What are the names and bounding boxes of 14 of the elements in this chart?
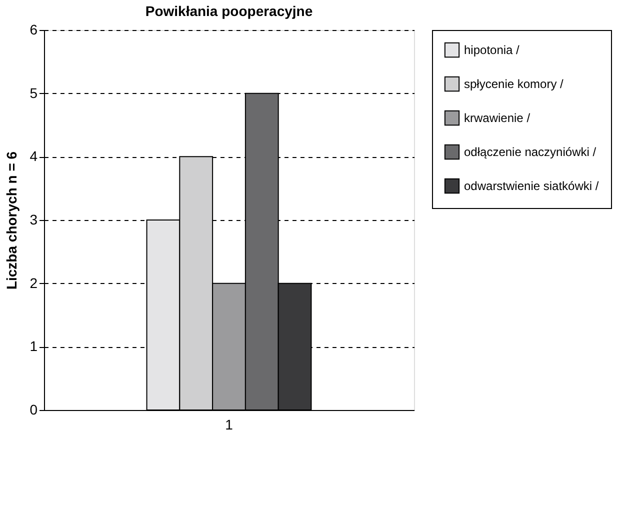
legend-label: krwawienie / (464, 111, 531, 125)
chart-title: Powikłania pooperacyjne (145, 3, 313, 19)
legend-label: odwarstwienie siatkówki / (464, 179, 600, 193)
y-tick-label: 6 (30, 22, 38, 38)
y-tick-label: 0 (30, 402, 38, 418)
y-axis-title: Liczba chorych n = 6 (4, 151, 20, 290)
legend-label: hipotonia / (464, 43, 520, 57)
y-tick-label: 5 (30, 84, 38, 101)
legend-label: spłycenie komory / (464, 77, 564, 91)
y-tick-label: 3 (30, 212, 38, 228)
legend-label: odłączenie naczyniówki / (464, 145, 597, 159)
y-tick-label: 2 (30, 274, 38, 291)
y-tick-label: 4 (30, 148, 38, 164)
y-tick-label: 1 (30, 338, 38, 354)
